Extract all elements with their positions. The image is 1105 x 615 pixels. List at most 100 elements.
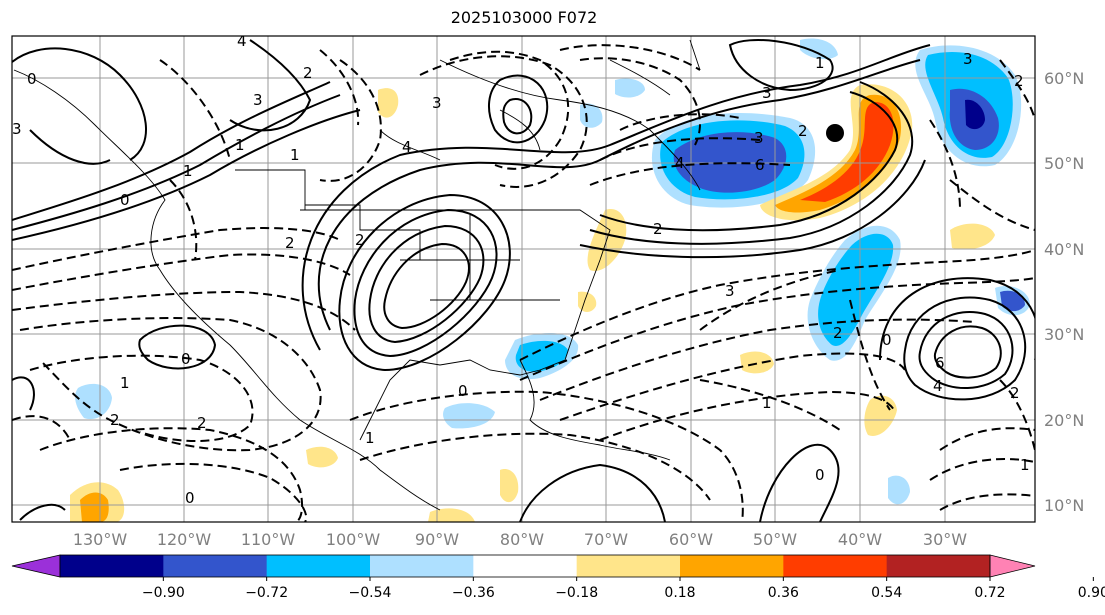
colorbar-cell	[473, 555, 578, 577]
dashed-contours	[12, 44, 1035, 522]
contour-label: 2	[285, 234, 295, 252]
negative-anomaly-small-3	[580, 103, 603, 128]
lat-label: 30°N	[1044, 325, 1084, 344]
positive-anomaly-small-8	[428, 508, 475, 522]
contour-label: 3	[253, 91, 263, 109]
colorbar-cell	[370, 555, 474, 577]
map-frame	[11, 35, 1036, 523]
contour-label: 2	[303, 64, 313, 82]
contour-label: 1	[365, 429, 375, 447]
contour-label: 1	[235, 136, 245, 154]
contour-label: 6	[935, 354, 945, 372]
contour-label: 3	[432, 94, 442, 112]
contour-label: 4	[402, 138, 412, 156]
colorbar-tick-label: 0.18	[664, 585, 695, 601]
colorbar-tick-label: −0.54	[349, 585, 392, 601]
contour-label: 6	[755, 156, 765, 174]
contour-label: 0	[185, 489, 195, 507]
positive-anomaly-small-9	[500, 469, 519, 503]
contour-label: 1	[815, 54, 825, 72]
lon-label: 120°W	[157, 530, 212, 549]
negative-anomaly-small-4	[615, 78, 645, 98]
lat-label: 40°N	[1044, 240, 1084, 259]
lat-label: 10°N	[1044, 496, 1084, 515]
colorbar-tick-label: −0.18	[555, 585, 598, 601]
colorbar-tick-label: 0.90	[1078, 585, 1105, 601]
colorbar-cell	[576, 555, 681, 577]
location-marker	[826, 124, 844, 142]
colorbar-cell	[60, 555, 164, 577]
colorbar-tick-label: −0.72	[245, 585, 288, 601]
contour-label: 2	[1010, 384, 1020, 402]
contour-label: 0	[181, 350, 191, 368]
map-title: 2025103000 F072	[450, 8, 598, 27]
colorbar-cell	[163, 555, 268, 577]
contour-label: 1	[762, 394, 772, 412]
colorbar-extend-right	[989, 554, 1036, 578]
colorbar-tick-label: 0.54	[871, 585, 902, 601]
contour-label: 1	[1020, 456, 1030, 474]
solid-contours	[12, 39, 1035, 522]
contour-label: 3	[963, 50, 973, 68]
contour-label: 0	[27, 70, 37, 88]
contour-label: 2	[833, 324, 843, 342]
lon-label: 70°W	[584, 530, 628, 549]
lat-labels: 60°N 50°N 40°N 30°N 20°N 10°N	[1044, 69, 1084, 515]
lon-label: 80°W	[500, 530, 544, 549]
lon-label: 90°W	[415, 530, 459, 549]
contour-label: 2	[798, 122, 808, 140]
contour-label: 2	[653, 220, 663, 238]
lon-label: 50°W	[753, 530, 797, 549]
colorbar-tick-label: −0.90	[142, 585, 185, 601]
contour-label: 3	[725, 282, 735, 300]
colorbar-tick-label: 0.72	[974, 585, 1005, 601]
lat-label: 20°N	[1044, 411, 1084, 430]
positive-anomaly-small-1	[378, 88, 399, 118]
contour-label: 1	[183, 162, 193, 180]
contour-label: 1	[120, 374, 130, 392]
lat-label: 60°N	[1044, 69, 1084, 88]
contour-labels: 4 2 3 0 1 2 3 4 1 3 2 1 0 2 3 6 2 4 1 3 …	[12, 32, 1030, 507]
contour-label: 0	[458, 382, 468, 400]
negative-anomaly-small-5	[888, 475, 910, 505]
contour-label: 2	[110, 411, 120, 429]
contour-label: 3	[12, 120, 22, 138]
negative-anomaly-small-1	[75, 383, 112, 420]
colorbar-cell	[783, 555, 888, 577]
colorbar-tick-label: −0.36	[452, 585, 495, 601]
colorbar-cell	[266, 555, 371, 577]
contour-label: 2	[197, 414, 207, 432]
lon-label: 110°W	[241, 530, 296, 549]
lon-label: 100°W	[326, 530, 381, 549]
lon-label: 60°W	[669, 530, 713, 549]
contour-label: 3	[762, 84, 772, 102]
lon-labels: 130°W 120°W 110°W 100°W 90°W 80°W 70°W 6…	[73, 530, 967, 549]
contour-label: 0	[120, 191, 130, 209]
contour-label: 4	[675, 154, 685, 172]
lon-label: 40°W	[838, 530, 882, 549]
lon-label: 30°W	[923, 530, 967, 549]
negative-anomaly-small-7	[800, 38, 838, 60]
contour-label: 3	[754, 129, 764, 147]
positive-anomaly-small-7	[306, 446, 338, 468]
contour-label: 2	[1014, 72, 1024, 90]
colorbar-cell	[886, 555, 991, 577]
contour-label: 0	[882, 331, 892, 349]
positive-anomaly-small-3	[950, 223, 995, 250]
negative-anomaly-small-2	[443, 403, 495, 429]
positive-anomaly-small-5	[864, 395, 897, 436]
contour-label: 4	[237, 32, 247, 50]
contour-label: 2	[355, 231, 365, 249]
colorbar-extend-left	[11, 554, 61, 578]
contour-label: 4	[933, 377, 943, 395]
colorbar: −0.90 −0.72 −0.54 −0.36 −0.18 0.18 0.36 0.54 0.7…	[11, 554, 1105, 601]
gridlines	[12, 36, 1035, 522]
lat-label: 50°N	[1044, 154, 1084, 173]
contour-label: 1	[290, 146, 300, 164]
lon-label: 130°W	[73, 530, 128, 549]
colorbar-cell	[680, 555, 784, 577]
positive-anomaly-small-4	[740, 351, 774, 374]
colorbar-tick-label: 0.36	[768, 585, 799, 601]
contour-label: 0	[815, 466, 825, 484]
